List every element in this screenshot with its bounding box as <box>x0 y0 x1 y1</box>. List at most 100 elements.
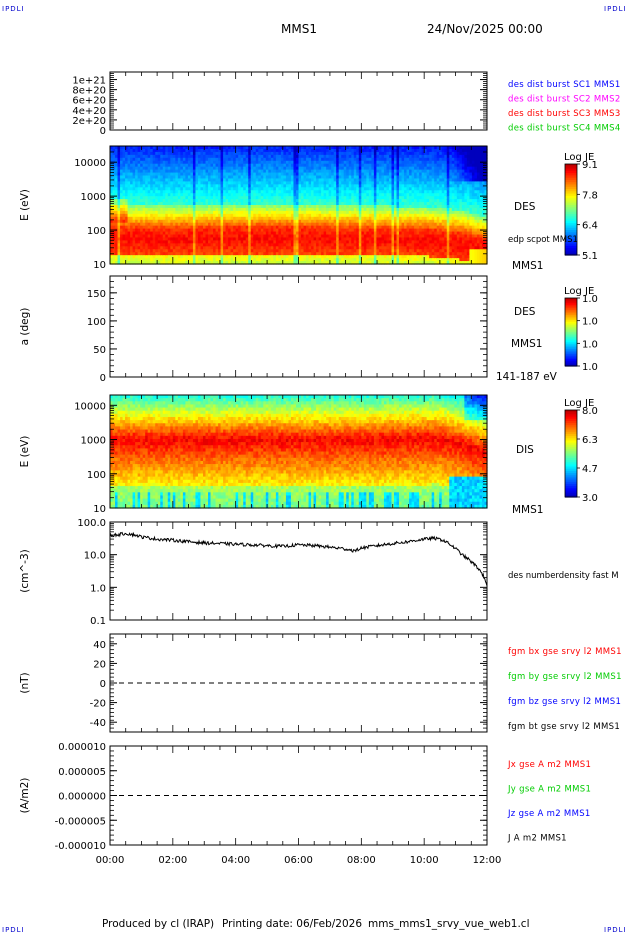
spectrogram-cell <box>142 166 146 171</box>
spectrogram-cell <box>167 202 171 206</box>
spectrogram-cell <box>202 234 207 239</box>
spectrogram-cell <box>205 166 209 171</box>
spectrogram-cell <box>185 246 189 250</box>
spectrogram-cell <box>202 213 207 218</box>
spectrogram-cell <box>120 196 124 200</box>
spectrogram-cell <box>117 146 121 150</box>
spectrogram-cell <box>125 240 129 244</box>
spectrogram-cell <box>155 160 159 165</box>
spectrogram-cell <box>223 255 227 259</box>
spectrogram-cell <box>147 157 151 162</box>
spectrogram-cell <box>223 184 227 188</box>
spectrogram-cell <box>145 222 149 227</box>
spectrogram-cell <box>122 252 126 256</box>
spectrogram-cell <box>140 163 144 168</box>
spectrogram-cell <box>197 210 202 215</box>
spectrogram-cell <box>210 154 214 159</box>
spectrogram-cell <box>215 190 219 194</box>
spectrogram-cell <box>150 231 154 236</box>
spectrogram-cell <box>172 225 176 230</box>
spectrogram-cell <box>215 148 219 153</box>
spectrogram-cell <box>115 219 119 224</box>
spectrogram-cell <box>182 225 186 230</box>
spectrogram-cell <box>205 246 209 250</box>
spectrogram-cell <box>208 216 212 221</box>
spectrogram-cell <box>162 249 166 253</box>
spectrogram-cell <box>112 202 116 206</box>
spectrogram-cell <box>135 261 139 265</box>
spectrogram-cell <box>205 196 209 200</box>
spectrogram-cell <box>177 205 181 209</box>
spectrogram-cell <box>215 202 219 206</box>
spectrogram-cell <box>190 166 194 171</box>
spectrogram-cell <box>210 184 214 188</box>
spectrogram-cell <box>110 219 114 224</box>
spectrogram-cell <box>215 172 219 177</box>
spectrogram-cell <box>187 219 192 224</box>
spectrogram-cell <box>125 151 129 156</box>
spectrogram-cell <box>172 148 176 153</box>
spectrogram-cell <box>205 169 209 174</box>
spectrogram-cell <box>192 237 197 241</box>
spectrogram-cell <box>208 255 212 259</box>
spectrogram-cell <box>190 151 194 156</box>
spectrogram-cell <box>225 249 229 253</box>
spectrogram-cell <box>110 187 114 191</box>
spectrogram-cell <box>122 246 126 250</box>
spectrogram-cell <box>220 234 224 239</box>
spectrogram-cell <box>147 169 151 174</box>
spectrogram-cell <box>213 154 217 159</box>
spectrogram-cell <box>112 151 116 156</box>
spectrogram-cell <box>115 181 119 185</box>
spectrogram-cell <box>117 166 121 171</box>
spectrogram-cell <box>157 225 161 230</box>
spectrogram-cell <box>130 202 134 206</box>
spectrogram-cell <box>180 190 184 194</box>
spectrogram-cell <box>150 199 154 203</box>
spectrogram-cell <box>182 213 186 218</box>
spectrogram-cell <box>175 219 179 224</box>
spectrogram-cell <box>125 181 129 185</box>
spectrogram-cell <box>177 160 181 165</box>
spectrogram-cell <box>197 181 202 185</box>
spectrogram-cell <box>145 228 149 233</box>
spectrogram-cell <box>137 163 141 168</box>
spectrogram-cell <box>132 148 136 153</box>
spectrogram-cell <box>197 154 202 159</box>
spectrogram-cell <box>135 157 139 162</box>
spectrogram-cell <box>175 199 179 203</box>
spectrogram-cell <box>142 160 146 165</box>
spectrogram-cell <box>112 225 116 230</box>
spectrogram-cell <box>165 240 169 244</box>
spectrogram-cell <box>175 237 179 241</box>
spectrogram-cell <box>195 148 199 153</box>
spectrogram-cell <box>117 249 121 253</box>
spectrogram-cell <box>225 148 229 153</box>
spectrogram-cell <box>145 252 149 256</box>
spectrogram-cell <box>120 202 124 206</box>
spectrogram-cell <box>202 178 207 182</box>
spectrogram-cell <box>172 205 176 209</box>
spectrogram-cell <box>202 249 207 253</box>
spectrogram-cell <box>140 169 144 174</box>
spectrogram-cell <box>175 154 179 159</box>
spectrogram-cell <box>165 163 169 168</box>
spectrogram-cell <box>125 258 129 262</box>
spectrogram-cell <box>150 228 154 233</box>
spectrogram-cell <box>200 166 204 171</box>
spectrogram-cell <box>210 166 214 171</box>
spectrogram-cell <box>182 243 186 247</box>
spectrogram-cell <box>157 166 161 171</box>
spectrogram-cell <box>197 169 202 174</box>
spectrogram-cell <box>185 148 189 153</box>
spectrogram-cell <box>155 219 159 224</box>
spectrogram-cell <box>147 196 151 200</box>
spectrogram-cell <box>213 219 217 224</box>
spectrogram-cell <box>175 196 179 200</box>
spectrogram-cell <box>120 184 124 188</box>
spectrogram-cell <box>190 228 194 233</box>
spectrogram-cell <box>130 148 134 153</box>
spectrogram-cell <box>160 243 164 247</box>
spectrogram-cell <box>157 219 161 224</box>
spectrogram-cell <box>190 216 194 221</box>
